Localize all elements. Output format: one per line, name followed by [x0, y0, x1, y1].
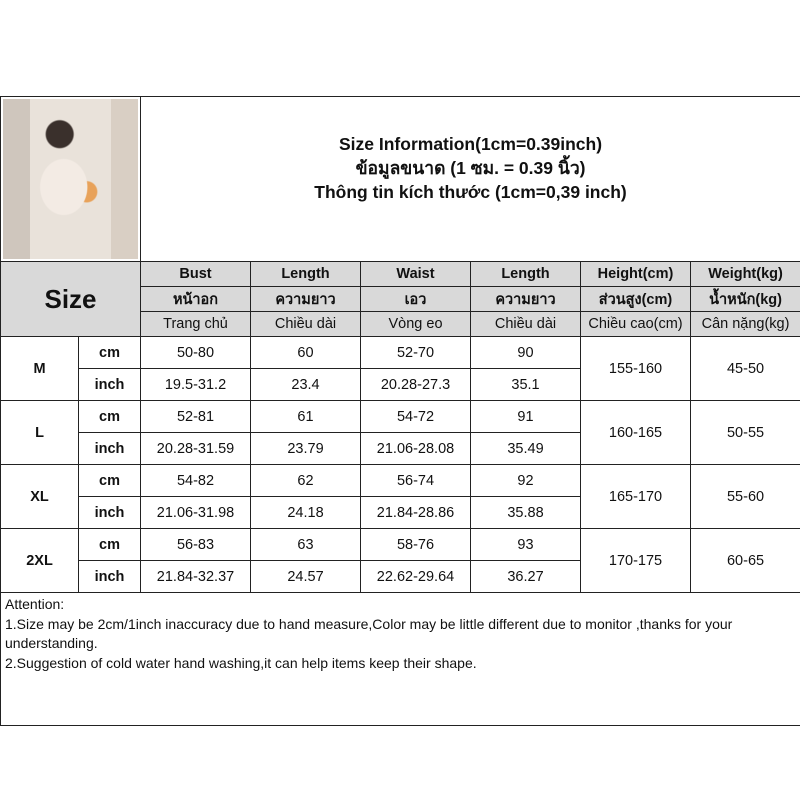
column-header: Height(cm): [580, 261, 691, 287]
measurement-cell: 23.79: [250, 432, 361, 465]
title-thai: ข้อมูลขนาด (1 ซม. = 0.39 นิ้ว): [355, 158, 586, 178]
unit-label: inch: [78, 368, 141, 401]
chart-title: Size Information(1cm=0.39inch) ข้อมูลขนา…: [139, 96, 800, 262]
size-chart: Size Information(1cm=0.39inch) ข้อมูลขนา…: [0, 96, 800, 726]
measurement-cell: 52-70: [360, 336, 471, 369]
measurement-cell: 19.5-31.2: [140, 368, 251, 401]
weight-cell: 55-60: [689, 464, 800, 529]
title-english: Size Information(1cm=0.39inch): [339, 134, 603, 154]
measurement-cell: 35.88: [470, 496, 581, 529]
measurement-cell: 56-83: [140, 528, 251, 561]
attention-notes: Attention: 1.Size may be 2cm/1inch inaccu…: [0, 592, 800, 726]
weight-cell: 50-55: [689, 400, 800, 465]
measurement-cell: 20.28-31.59: [140, 432, 251, 465]
measurement-cell: 35.49: [470, 432, 581, 465]
unit-label: cm: [78, 336, 141, 369]
attention-line: 1.Size may be 2cm/1inch inaccuracy due t…: [5, 615, 733, 652]
unit-label: cm: [78, 400, 141, 433]
header-row: Size Bust Length Waist Length Height(cm) Weigh…: [0, 261, 800, 337]
measurement-cell: 21.06-28.08: [360, 432, 471, 465]
product-photo: [0, 96, 141, 262]
column-header: Cân nặng(kg): [689, 311, 800, 337]
header-row: Trang chủ Chiều dài Vòng eo Chiều dài Chiều …: [1, 311, 800, 337]
measurement-cell: 54-82: [140, 464, 251, 497]
size-row-XL-inch: inch 21.06-31.98 24.18 21.84-28.86 35.88: [1, 496, 800, 529]
column-header: Weight(kg): [689, 261, 800, 287]
attention-line: 2.Suggestion of cold water hand washing,…: [5, 654, 477, 671]
unit-label: inch: [78, 496, 141, 529]
column-header: เอว: [360, 286, 471, 312]
size-name: L: [0, 400, 79, 465]
height-cell: 170-175: [580, 528, 691, 593]
column-header: ส่วนสูง(cm): [580, 286, 691, 312]
measurement-cell: 91: [470, 400, 581, 433]
height-cell: 155-160: [580, 336, 691, 401]
measurement-cell: 90: [470, 336, 581, 369]
unit-label: inch: [78, 560, 141, 593]
measurement-cell: 36.27: [470, 560, 581, 593]
measurement-cell: 93: [470, 528, 581, 561]
measurement-cell: 20.28-27.3: [360, 368, 471, 401]
unit-label: inch: [78, 432, 141, 465]
attention-line: Attention:: [5, 596, 65, 612]
size-name: 2XL: [0, 528, 79, 593]
column-header: ความยาว: [250, 286, 361, 312]
size-name: M: [0, 336, 79, 401]
measurement-cell: 54-72: [360, 400, 471, 433]
size-name: XL: [0, 464, 79, 529]
size-row-2XL-cm: 2XL cm 56-83 63 58-76 93 170-175 60-65: [0, 528, 800, 593]
column-header: หน้าอก: [140, 286, 251, 312]
column-header: Length: [470, 261, 581, 287]
measurement-cell: 61: [250, 400, 361, 433]
measurement-cell: 23.4: [250, 368, 361, 401]
column-header: Chiều cao(cm): [580, 311, 691, 337]
measurement-cell: 92: [470, 464, 581, 497]
column-header: Chiều dài: [470, 311, 581, 337]
size-row-M-inch: inch 19.5-31.2 23.4 20.28-27.3 35.1: [1, 368, 800, 401]
measurement-cell: 60: [250, 336, 361, 369]
measurement-cell: 52-81: [140, 400, 251, 433]
column-header: ความยาว: [470, 286, 581, 312]
column-header: Length: [250, 261, 361, 287]
column-header: Vòng eo: [360, 311, 471, 337]
column-header: น้ำหนัก(kg): [689, 286, 800, 312]
measurement-cell: 21.06-31.98: [140, 496, 251, 529]
size-row-XL-cm: XL cm 54-82 62 56-74 92 165-170 55-60: [0, 464, 800, 529]
measurement-cell: 63: [250, 528, 361, 561]
title-vietnamese: Thông tin kích thước (1cm=0,39 inch): [314, 182, 627, 202]
measurement-cell: 21.84-28.86: [360, 496, 471, 529]
header-row: หน้าอก ความยาว เอว ความยาว ส่วนสูง(cm) น้ำหนั…: [1, 286, 800, 312]
size-header: Size: [0, 261, 141, 337]
measurement-cell: 56-74: [360, 464, 471, 497]
unit-label: cm: [78, 528, 141, 561]
height-cell: 165-170: [580, 464, 691, 529]
measurement-cell: 22.62-29.64: [360, 560, 471, 593]
measurement-cell: 50-80: [140, 336, 251, 369]
column-header: Bust: [140, 261, 251, 287]
weight-cell: 60-65: [689, 528, 800, 593]
unit-label: cm: [78, 464, 141, 497]
height-cell: 160-165: [580, 400, 691, 465]
column-header: Chiều dài: [250, 311, 361, 337]
weight-cell: 45-50: [689, 336, 800, 401]
measurement-cell: 24.18: [250, 496, 361, 529]
measurement-cell: 21.84-32.37: [140, 560, 251, 593]
measurement-cell: 35.1: [470, 368, 581, 401]
measurement-cell: 24.57: [250, 560, 361, 593]
column-header: Waist: [360, 261, 471, 287]
measurement-cell: 62: [250, 464, 361, 497]
column-header: Trang chủ: [140, 311, 251, 337]
measurement-cell: 58-76: [360, 528, 471, 561]
size-row-L-inch: inch 20.28-31.59 23.79 21.06-28.08 35.49: [1, 432, 800, 465]
